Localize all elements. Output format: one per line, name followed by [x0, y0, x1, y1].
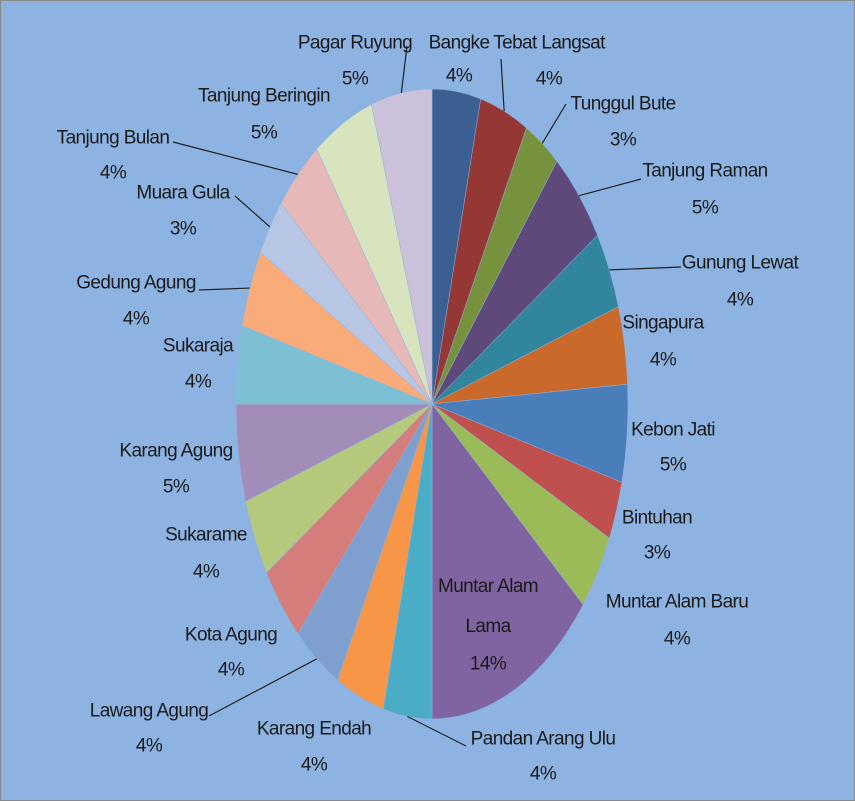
leader-line: [500, 58, 505, 112]
slice-label: Kota Agung: [184, 624, 278, 646]
slice-label: Singapura: [622, 312, 704, 334]
slice-value: 3%: [609, 129, 637, 151]
slice-value: 4%: [135, 735, 163, 757]
slice-value: 5%: [250, 122, 278, 144]
slice-label: Bintuhan: [621, 507, 693, 529]
slice-value: 4%: [184, 371, 212, 393]
slice-label: Tanjung Beringin: [198, 85, 331, 107]
slice-value: 4%: [192, 561, 220, 583]
slice-label: Karang Agung: [119, 440, 233, 462]
leader-line: [172, 141, 298, 175]
slice-value: 4%: [649, 349, 677, 371]
slice-label: Karang Endah: [256, 718, 372, 740]
pie-slice: [431, 403, 584, 720]
leader-line: [198, 287, 250, 291]
slice-label: Pagar Ruyung: [297, 32, 413, 54]
slice-value: 4%: [99, 162, 127, 184]
slice-value: 3%: [643, 542, 671, 564]
leader-line: [541, 103, 567, 144]
leader-line: [208, 658, 318, 717]
slice-label: Kebon Jati: [631, 419, 715, 441]
slice-value: 5%: [659, 454, 687, 476]
slice-value: 5%: [691, 197, 719, 219]
slice-value: 4%: [445, 65, 473, 87]
leader-line: [609, 266, 682, 271]
slice-label: Sukaraja: [162, 335, 234, 357]
slice-label: Tunggul Bute: [570, 93, 676, 115]
slice-label: Muntar Alam Lama: [437, 576, 539, 637]
slice-value: 4%: [122, 308, 150, 330]
slice-value: 4%: [217, 659, 245, 681]
slice-label: Gedung Agung: [76, 272, 196, 294]
leader-line: [234, 195, 271, 228]
slice-label: Bangke: [428, 32, 490, 54]
slice-label: Tanjung Raman: [642, 160, 768, 182]
slice-value: 14%: [469, 653, 507, 675]
slice-label: Muara Gula: [136, 182, 230, 204]
slice-label: Muntar Alam Baru: [605, 591, 749, 613]
slice-label: Gunung Lewat: [681, 252, 799, 274]
slice-label: Tanjung Bulan: [56, 127, 170, 149]
leader-line: [578, 178, 642, 197]
slice-label: Pandan Arang Ulu: [470, 728, 616, 750]
slice-label: Tebat Langsat: [493, 32, 605, 54]
slice-value: 4%: [663, 628, 691, 650]
slice-label: Sukarame: [165, 524, 247, 546]
slice-value: 4%: [726, 289, 754, 311]
leader-line: [400, 45, 408, 93]
slice-value: 4%: [300, 754, 328, 776]
slice-value: 4%: [535, 68, 563, 90]
slice-value: 4%: [529, 763, 557, 785]
slice-label: Lawang Agung: [89, 700, 209, 722]
slice-value: 5%: [341, 68, 369, 90]
slice-value: 3%: [169, 218, 197, 240]
pie-slice: [371, 88, 433, 405]
slice-value: 5%: [162, 476, 190, 498]
leader-line: [407, 715, 467, 747]
